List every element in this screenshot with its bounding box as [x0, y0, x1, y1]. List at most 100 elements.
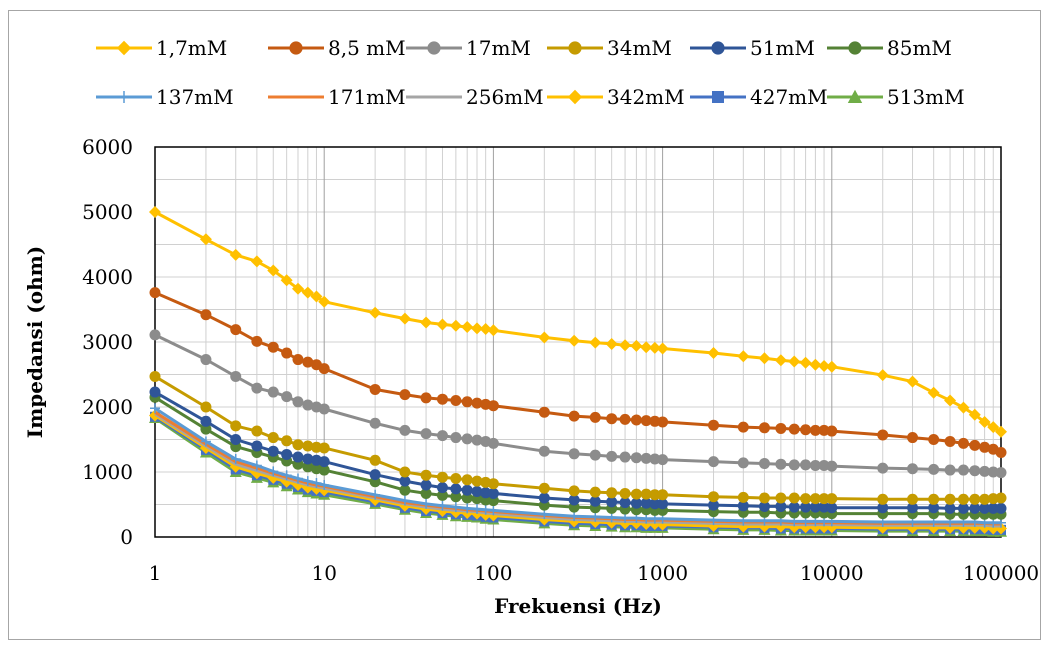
data-point-51mM [657, 498, 669, 510]
data-point-8,5 mM [826, 425, 838, 437]
data-point-8,5 mM [230, 324, 242, 336]
data-point-34mM [649, 489, 661, 501]
data-point-51mM [267, 445, 279, 457]
data-point-8,5 mM [957, 437, 969, 449]
data-point-137mM [450, 502, 461, 513]
data-point-1,7mM [301, 286, 314, 299]
series-line-256mM [154, 412, 1001, 528]
data-point-1,7mM [461, 321, 474, 334]
data-point-8,5 mM [606, 413, 618, 425]
data-point-34mM [471, 475, 483, 487]
data-point-8,5 mM [809, 424, 821, 436]
data-point-137mM [292, 473, 303, 484]
data-point-34mM [267, 432, 279, 444]
data-point-34mM [302, 440, 314, 452]
data-point-51mM [149, 386, 161, 398]
data-point-51mM [775, 500, 787, 512]
data-point-17mM [969, 465, 981, 477]
x-tick-label: 10 [311, 561, 336, 585]
data-point-8,5 mM [292, 354, 304, 366]
data-point-8,5 mM [630, 414, 642, 426]
data-point-34mM [969, 493, 981, 505]
data-point-51mM [606, 496, 618, 508]
data-point-137mM [230, 454, 241, 464]
data-point-8,5 mM [267, 341, 279, 353]
data-point-1,7mM [630, 339, 643, 352]
data-point-8,5 mM [436, 393, 448, 405]
x-tick-label: 10000 [800, 561, 864, 585]
data-point-34mM [657, 489, 669, 501]
y-tick-label: 2000 [82, 395, 133, 419]
legend-label-137mM: 137mM [156, 85, 234, 109]
data-point-1,7mM [471, 322, 484, 335]
data-point-34mM [995, 492, 1007, 504]
data-point-17mM [826, 460, 838, 472]
legend-marker-8,5 mM [289, 41, 303, 55]
data-point-51mM [907, 502, 919, 514]
data-point-51mM [292, 451, 304, 463]
data-point-137mM [150, 403, 160, 414]
data-point-17mM [200, 354, 212, 366]
data-point-51mM [318, 456, 330, 468]
data-point-8,5 mM [619, 413, 631, 425]
data-point-51mM [281, 448, 293, 460]
data-point-85mM [200, 423, 212, 435]
data-point-34mM [369, 454, 381, 466]
data-point-1,7mM [149, 206, 161, 218]
data-point-17mM [281, 391, 293, 403]
data-point-51mM [995, 502, 1007, 514]
data-point-8,5 mM [471, 397, 483, 409]
data-point-1,7mM [987, 421, 1000, 434]
data-point-8,5 mM [487, 400, 499, 412]
legend-label-513mM: 513mM [887, 85, 965, 109]
data-point-51mM [538, 492, 550, 504]
data-point-17mM [568, 448, 580, 460]
data-point-8,5 mM [251, 335, 263, 347]
data-point-8,5 mM [399, 389, 411, 401]
data-point-1,7mM [250, 255, 263, 268]
data-point-8,5 mM [450, 395, 462, 406]
data-point-8,5 mM [589, 411, 601, 423]
data-point-137mM [268, 466, 279, 477]
data-point-137mM [641, 513, 652, 524]
data-point-1,7mM [737, 350, 750, 363]
series-line-1,7mM [154, 210, 1002, 433]
legend-label-34mM: 34mM [607, 36, 672, 60]
data-point-34mM [589, 486, 601, 498]
data-point-17mM [487, 437, 499, 449]
series-line-137mM [154, 407, 1001, 525]
data-point-51mM [979, 502, 991, 514]
data-point-34mM [877, 493, 889, 505]
data-point-51mM [450, 483, 462, 495]
data-point-51mM [369, 469, 381, 481]
data-point-34mM [944, 493, 956, 505]
data-point-17mM [758, 458, 770, 470]
data-point-1,7mM [978, 415, 991, 428]
data-point-17mM [461, 433, 473, 445]
data-point-17mM [538, 445, 550, 457]
data-point-34mM [292, 439, 304, 451]
data-point-34mM [149, 370, 161, 382]
data-point-17mM [420, 428, 432, 440]
data-point-85mM [302, 461, 314, 473]
data-point-51mM [251, 440, 263, 452]
data-point-34mM [619, 487, 631, 499]
legend-marker-137mM [118, 91, 130, 103]
data-point-85mM [461, 492, 473, 504]
data-point-137mM [200, 436, 211, 447]
data-point-137mM [488, 505, 499, 516]
data-point-17mM [292, 396, 304, 408]
data-point-34mM [399, 466, 411, 478]
data-point-51mM [200, 415, 212, 427]
y-tick-label: 4000 [82, 265, 133, 289]
data-point-1,7mM [479, 323, 492, 335]
data-point-137mM [311, 478, 322, 489]
data-point-34mM [436, 471, 448, 483]
data-point-1,7mM [968, 408, 981, 421]
data-point-137mM [437, 500, 448, 511]
data-point-1,7mM [774, 354, 787, 367]
data-point-1,7mM [825, 360, 838, 373]
data-point-34mM [230, 420, 242, 432]
legend-label-17mM: 17mM [466, 36, 531, 60]
data-point-1,7mM [758, 352, 771, 365]
